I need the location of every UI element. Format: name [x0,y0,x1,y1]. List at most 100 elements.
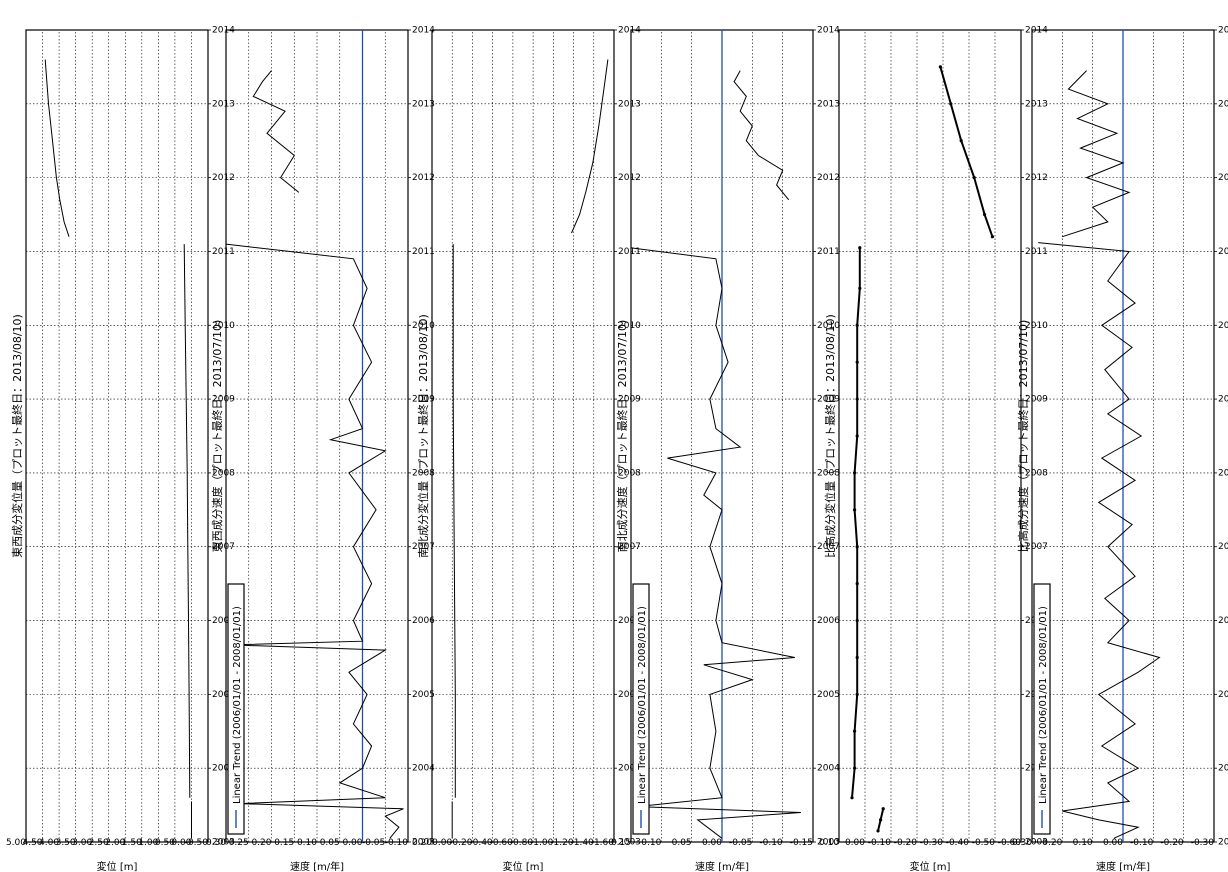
y-tick-label: 0.50 [155,838,175,848]
y-tick-label: 0.30 [206,838,226,848]
x-tick-label: 2012 [212,173,235,183]
x-tick-label: 2009 [412,395,435,405]
y-tick-label: 0.00 [702,838,722,848]
y-tick-label: -1.20 [550,838,574,848]
x-tick-label: 2005 [1218,690,1228,700]
x-tick-label: 2011 [817,247,840,257]
series-segment [960,140,976,178]
y-tick-label: -0.20 [894,838,918,848]
y-tick-label: 0.00 [342,838,362,848]
series-segment [973,177,986,215]
x-tick-label: 2005 [618,690,641,700]
series-segment [851,768,856,798]
series-2 [850,246,862,800]
x-tick-label: 2010 [618,321,641,331]
x-tick-label: 2008 [618,468,641,478]
x-tick-label: 2010 [212,321,235,331]
series-segment [877,819,882,832]
y-tick-label: 0.00 [432,838,452,848]
legend-label: Linear Trend (2006/01/01 - 2008/01/01) [637,606,648,804]
y-tick-label: -0.30 [1191,838,1215,848]
x-tick-label: 2009 [212,395,235,405]
x-tick-label: 2009 [618,395,641,405]
y-tick-label: 0.00 [845,838,865,848]
series-line-2 [733,70,790,201]
y-tick-label: -0.05 [729,838,752,848]
series-segment [939,66,952,105]
x-tick-label: 2006 [618,616,641,626]
x-tick-label: 2003 [817,838,840,848]
x-tick-label: 2013 [1025,99,1048,109]
plot-frame [25,29,209,843]
x-tick-label: 2007 [1025,542,1048,552]
x-tick-label: 2011 [212,247,235,257]
legend-box [632,583,650,835]
x-tick-label: 2005 [817,690,840,700]
y-tick-label: -0.60 [998,838,1022,848]
chart-panel-4: 南北成分速度（プロット最終日：2013/07/10) 2003 2004 2005 20… [611,26,840,872]
x-tick-label: 2012 [817,173,840,183]
y-tick-label: -0.50 [185,838,209,848]
y-tick-label: 0.15 [274,838,294,848]
x-tick-label: 2010 [817,321,840,331]
data-point [858,246,862,250]
x-tick-label: 2007 [412,542,435,552]
y-axis-label: 変位 [m] [910,860,951,872]
x-tick-label: 2006 [212,616,235,626]
plot-frame [431,29,615,843]
x-tick-label: 2014 [1218,26,1228,36]
x-tick-label: 2010 [1218,321,1228,331]
series-line-1 [225,243,404,839]
x-tick-label: 2003 [412,838,435,848]
x-tick-label: 2014 [212,26,235,36]
x-tick-label: 2012 [1218,173,1228,183]
y-tick-label: -0.40 [469,838,493,848]
x-tick-label: 2008 [1025,468,1048,478]
y-tick-label: -1.40 [570,838,594,848]
y-tick-label: 0.00 [1103,838,1123,848]
y-axis-label: 速度 [m/年] [1096,860,1150,872]
legend-label: Linear Trend (2006/01/01 - 2008/01/01) [232,606,243,804]
y-tick-label: 0.05 [320,838,340,848]
legend-box [1033,583,1051,835]
x-tick-label: 2013 [412,99,435,109]
y-tick-label: -0.10 [1130,838,1154,848]
x-tick-label: 2011 [618,247,641,257]
y-tick-label: -0.10 [759,838,783,848]
x-tick-label: 2011 [412,247,435,257]
x-tick-label: 2012 [1025,173,1048,183]
y-tick-label: 2.50 [89,838,109,848]
x-tick-label: 2004 [1218,764,1228,774]
x-tick-label: 2003 [618,838,641,848]
y-tick-label: -0.60 [490,838,514,848]
x-tick-label: 2007 [212,542,235,552]
chart-panel-6: 比高成分速度（プロット最終日：2013/07/10) 2003 2004 2005 20… [1012,26,1228,872]
series-line-3 [44,59,70,237]
y-tick-label: 2.00 [105,838,125,848]
x-tick-label: 2010 [1025,321,1048,331]
y-tick-label: -0.40 [946,838,970,848]
y-tick-label: 0.20 [251,838,271,848]
x-tick-label: 2003 [1218,838,1228,848]
y-tick-label: -0.20 [1160,838,1184,848]
x-tick-label: 2013 [817,99,840,109]
plot-frame [225,29,409,843]
y-tick-label: -0.10 [385,838,409,848]
x-tick-label: 2008 [817,468,840,478]
y-tick-label: -0.05 [362,838,385,848]
series-segment [856,288,861,326]
y-axis-label: 変位 [m] [97,860,138,872]
chart-title: 南北成分速度（プロット最終日：2013/07/10) [615,320,629,553]
y-tick-label: 4.50 [22,838,42,848]
series-line-2 [183,244,191,798]
legend-box [227,583,245,835]
y-tick-label: 0.25 [229,838,249,848]
y-tick-label: 3.50 [56,838,76,848]
data-point [938,65,943,69]
y-tick-label: 1.50 [122,838,142,848]
x-tick-label: 2008 [212,468,235,478]
y-tick-label: 0.10 [297,838,317,848]
x-tick-label: 2004 [412,764,435,774]
y-axis-label: 変位 [m] [503,860,544,872]
